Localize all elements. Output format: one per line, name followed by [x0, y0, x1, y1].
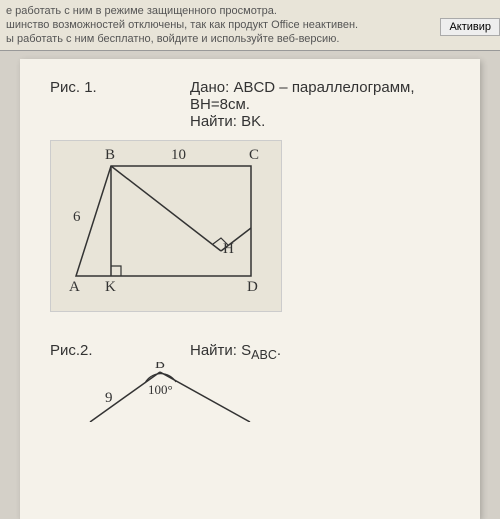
problem1-header: Рис. 1. Дано: ABCD – параллелограмм, BH=… — [50, 79, 450, 130]
label-k: K — [105, 279, 116, 296]
label-10: 10 — [171, 147, 186, 164]
warning-line-1: е работать с ним в режиме защищенного пр… — [6, 4, 494, 18]
label-c: C — [249, 147, 259, 164]
office-warning-bar: е работать с ним в режиме защищенного пр… — [0, 0, 500, 51]
label2-9: 9 — [105, 390, 113, 407]
label2-b: B — [155, 362, 165, 373]
activate-button[interactable]: Активир — [440, 18, 500, 36]
label-6: 6 — [73, 209, 81, 226]
figure2-diagram: B 9 100° — [50, 362, 280, 422]
label-h: H — [223, 241, 234, 258]
problem1-given: Дано: ABCD – параллелограмм, BH=8см. Най… — [190, 79, 450, 130]
figure1-diagram: B 10 C 6 H A K D — [50, 140, 282, 312]
label-b: B — [105, 147, 115, 164]
figure1-label: Рис. 1. — [50, 79, 190, 130]
problem2-find: Найти: SABC. — [190, 342, 281, 362]
warning-line-3: ы работать с ним бесплатно, войдите и ис… — [6, 32, 494, 46]
find-text: Найти: BK. — [190, 113, 265, 130]
figure2-label: Рис.2. — [50, 342, 190, 362]
label-d: D — [247, 279, 258, 296]
label2-angle: 100° — [148, 382, 173, 398]
warning-line-2: шинство возможностей отключены, так как … — [6, 18, 494, 32]
document-page: Рис. 1. Дано: ABCD – параллелограмм, BH=… — [20, 59, 480, 519]
label-a: A — [69, 279, 80, 296]
given-text: Дано: ABCD – параллелограмм, BH=8см. — [190, 79, 415, 113]
problem2-header: Рис.2. Найти: SABC. — [50, 342, 450, 362]
